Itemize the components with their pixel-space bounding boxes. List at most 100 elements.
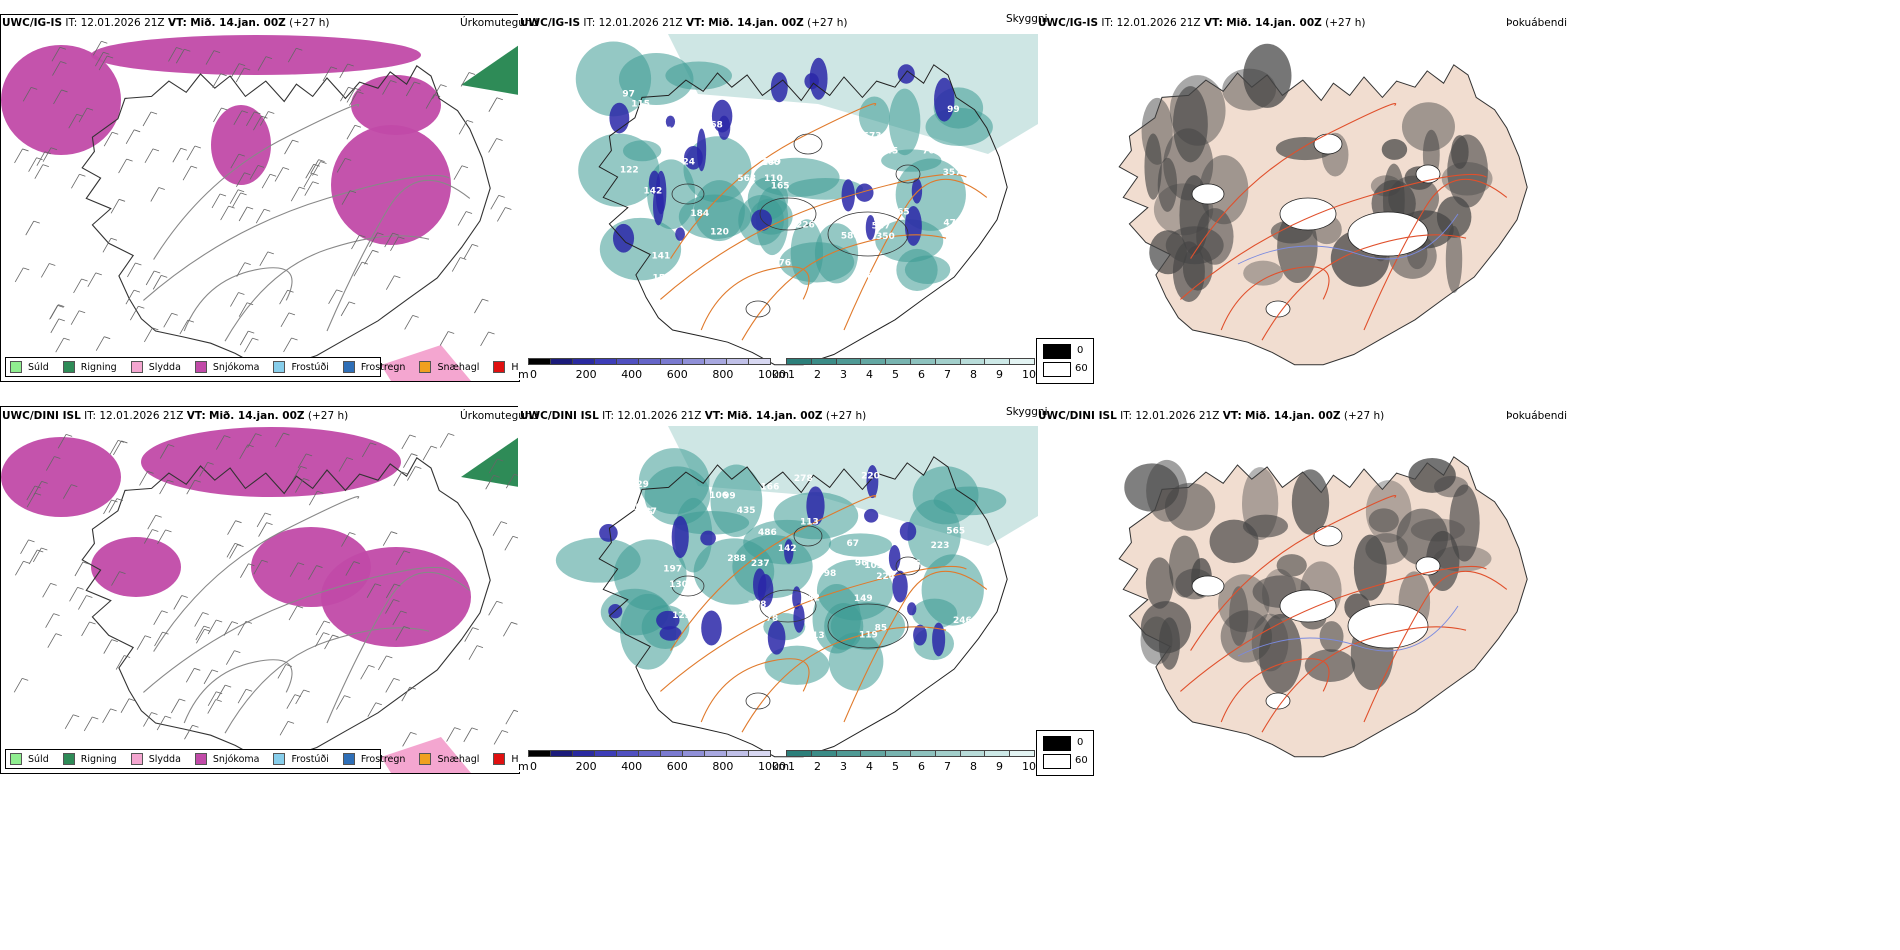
precip-legend-swatch	[419, 361, 432, 373]
wind-barb	[401, 686, 411, 702]
run-header-precip-top: UWC/IG-IS IT: 12.01.2026 21Z VT: Mið. 14…	[2, 17, 329, 29]
coastline	[81, 456, 491, 759]
wind-barb	[143, 712, 152, 727]
cloud-base-label: 435	[737, 506, 756, 516]
low-cloud-area	[865, 214, 876, 241]
colorbar-tick-label: 5	[892, 368, 899, 381]
wind-barb-flag	[465, 211, 473, 214]
wind-barb	[488, 138, 497, 153]
precip-legend-swatch	[342, 753, 355, 765]
cloud-base-label: 122	[620, 165, 639, 175]
wind-barb	[212, 73, 222, 88]
wind-barb	[259, 111, 269, 126]
wind-barb-flag	[349, 532, 356, 535]
vt-value: Mið. 14.jan. 00Z	[708, 17, 804, 29]
wind-barb	[22, 87, 32, 102]
lead-time: (+27 h)	[825, 410, 867, 422]
cloud-base-label: 85	[875, 624, 888, 634]
precip-legend-swatch	[62, 361, 75, 373]
low-cloud-area	[767, 620, 786, 655]
wind-barb-flag	[121, 440, 128, 444]
glacier-area	[1191, 183, 1225, 205]
cloud-base-label: 197	[663, 564, 682, 574]
colorbar-segment	[910, 750, 936, 757]
wind-barb	[308, 490, 318, 506]
wind-barb-flag	[359, 234, 366, 238]
wind-barb-flag	[257, 165, 265, 168]
colorbar-segment	[638, 358, 661, 365]
wind-barb	[163, 313, 173, 328]
wind-barb	[15, 561, 24, 576]
fog-area	[1353, 534, 1387, 601]
wind-barb-flag	[394, 583, 401, 587]
wind-barb	[503, 622, 512, 637]
wind-barb	[253, 560, 263, 575]
wind-barb	[215, 435, 225, 450]
wind-barb-flag	[400, 610, 407, 614]
wind-barb	[34, 164, 44, 179]
precip-legend-item: Snæhagl	[419, 361, 479, 373]
wind-barb-flag	[482, 298, 489, 302]
wind-barb	[147, 515, 157, 530]
colorbar-tick-label: 6	[918, 368, 925, 381]
colorbar-segment	[835, 750, 862, 757]
vt-value: Mið. 14.jan. 00Z	[1226, 17, 1322, 29]
cloud-base-label: 120	[710, 228, 729, 238]
wind-barb	[28, 157, 37, 172]
wind-barb-flag	[294, 694, 301, 698]
colorbar-segment	[572, 750, 595, 757]
wind-barb-flag	[37, 549, 44, 553]
wind-barb	[257, 56, 267, 71]
wind-barb-flag	[409, 686, 416, 690]
wind-barb	[230, 63, 240, 78]
wind-barb	[349, 91, 358, 106]
wind-barb-flag	[316, 565, 323, 568]
colorbar-segment	[860, 750, 887, 757]
wind-barb	[340, 87, 349, 102]
cloud-base-label: 99	[723, 492, 736, 502]
fog-legend-black-label: 0	[1077, 737, 1084, 748]
wind-barb-flag	[123, 655, 131, 658]
precip-legend-swatch	[194, 361, 207, 373]
wind-barb-flag	[346, 457, 354, 460]
wind-barb-flag	[303, 478, 310, 481]
wind-barb	[120, 698, 130, 713]
glacier-outline	[671, 183, 705, 205]
wind-barb-flag	[238, 189, 245, 193]
wind-barb	[432, 84, 441, 99]
vt-label: VT:	[186, 410, 206, 422]
wind-barb-flag	[498, 194, 505, 198]
road-line	[1220, 658, 1330, 723]
precip-legend-swatch	[130, 753, 143, 765]
wind-barb-flag	[460, 257, 467, 260]
wind-barb-flag	[496, 138, 503, 141]
fog-area	[1220, 610, 1273, 663]
wind-barb	[69, 587, 78, 602]
road-line	[1363, 178, 1508, 331]
wind-barb	[142, 111, 152, 127]
colorbar-segment	[616, 750, 639, 757]
wind-barb-flag	[511, 621, 518, 625]
wind-barb-flag	[347, 63, 354, 67]
visibility-area	[921, 554, 984, 626]
road-line	[224, 627, 430, 734]
wind-barb-flag	[231, 621, 239, 625]
road-line	[153, 104, 360, 260]
low-cloud-area	[888, 544, 901, 571]
wind-barb	[322, 66, 332, 82]
wind-barb-flag	[221, 107, 228, 111]
cloud-base-label: 67	[847, 539, 860, 549]
wind-barb	[223, 621, 233, 636]
wind-barb-flag	[76, 113, 83, 117]
fog-area	[1447, 134, 1488, 208]
wind-barb-flag	[158, 187, 165, 190]
precip-legend: Súld Rigning Slydda Snjókoma Frostúði Frostre…	[5, 357, 519, 377]
colorbar-segment	[786, 750, 812, 757]
wind-barb-flag	[500, 521, 508, 525]
wind-barb	[315, 620, 325, 636]
fog-area	[1449, 484, 1480, 562]
wind-barb	[378, 655, 387, 671]
low-cloud-area	[913, 624, 927, 646]
wind-barb	[395, 626, 405, 641]
visibility-colorbar-top: km 1 2 3 4 5 6 7 8 9 10	[772, 358, 1036, 381]
